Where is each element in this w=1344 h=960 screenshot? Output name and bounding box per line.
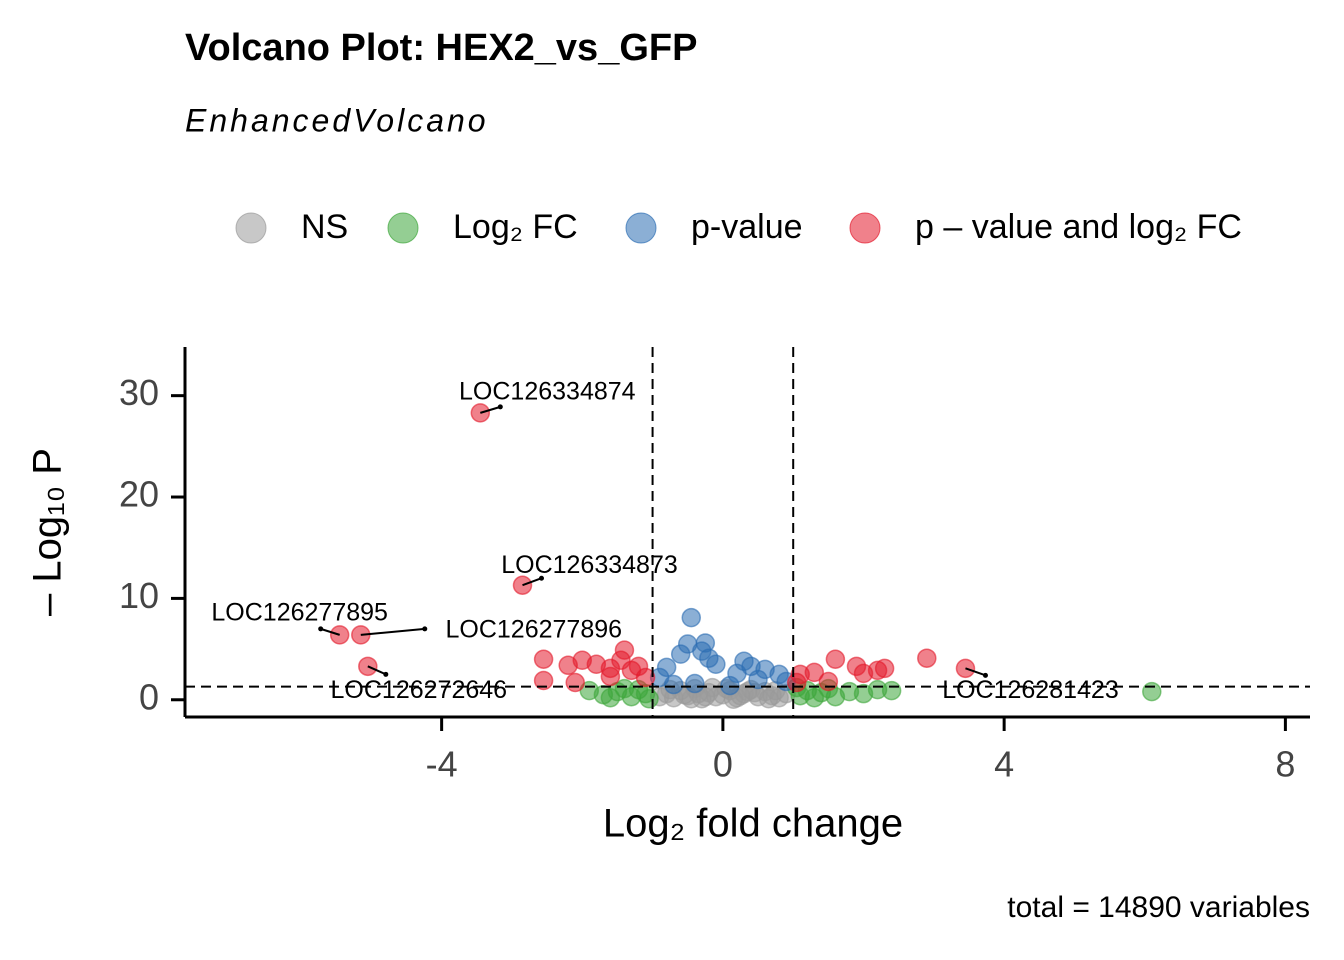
point <box>917 648 937 668</box>
annotation-arrow <box>480 405 501 414</box>
arrow-head <box>383 671 389 677</box>
point <box>818 671 839 692</box>
point <box>663 674 684 695</box>
point <box>804 662 825 683</box>
legend-marker <box>625 212 657 244</box>
arrow-head <box>497 404 503 410</box>
legend-marker <box>235 212 267 244</box>
point <box>533 649 554 669</box>
point <box>635 667 656 688</box>
point <box>600 687 621 708</box>
point <box>758 689 779 709</box>
point <box>639 689 659 709</box>
point <box>1142 681 1162 702</box>
point <box>786 672 807 693</box>
point <box>853 663 874 684</box>
arrow-head <box>539 575 544 581</box>
arrow-head <box>422 626 428 632</box>
x-tick-label: 4 <box>994 744 1014 785</box>
arrow-head <box>318 626 324 632</box>
legend-marker <box>387 212 419 244</box>
annotation-arrow <box>367 665 387 676</box>
point <box>720 675 740 696</box>
annotation-label: LOC126334873 <box>501 551 678 579</box>
legend-label: Log₂ FC <box>453 208 578 246</box>
y-tick-label: 10 <box>119 575 159 616</box>
x-tick-label: 0 <box>713 744 733 785</box>
y-tick-label: 30 <box>119 372 159 413</box>
y-axis-title: – Log₁₀ P <box>26 448 70 616</box>
legend-label: p – value and log₂ FC <box>915 208 1242 246</box>
point <box>741 656 761 677</box>
x-axis-title: Log₂ fold change <box>603 802 903 846</box>
annotation-label: LOC126277895 <box>211 598 388 626</box>
annotation-arrow <box>360 627 425 636</box>
point <box>825 649 846 669</box>
annotation-label: LOC126334874 <box>459 377 636 405</box>
x-tick-label: -4 <box>426 744 458 785</box>
arrow-head <box>982 672 988 678</box>
x-tick-label: 8 <box>1275 744 1295 785</box>
point <box>565 672 585 693</box>
point <box>670 644 691 664</box>
legend-label: NS <box>301 208 348 246</box>
point <box>881 680 902 701</box>
annotation-arrow <box>522 577 542 587</box>
annotation-label: LOC126272646 <box>331 676 508 704</box>
point <box>699 648 719 668</box>
point <box>804 687 825 708</box>
point <box>614 678 635 699</box>
y-tick-label: 20 <box>119 474 159 515</box>
chart-title: Volcano Plot: HEX2_vs_GFP <box>185 27 697 69</box>
point <box>874 658 895 679</box>
annotation-arrow <box>320 627 340 636</box>
point <box>681 607 701 628</box>
point <box>533 670 554 691</box>
point <box>685 673 705 694</box>
y-tick-label: 0 <box>139 676 159 717</box>
point <box>600 666 621 687</box>
legend-label: p-value <box>691 208 803 246</box>
annotation-label: LOC126277896 <box>446 615 623 643</box>
annotation-label: LOC126281423 <box>942 676 1119 704</box>
chart-subtitle: EnhancedVolcano <box>185 102 489 138</box>
legend-marker <box>849 212 881 244</box>
annotation-arrow <box>965 667 986 677</box>
caption: total = 14890 variables <box>1007 891 1310 924</box>
